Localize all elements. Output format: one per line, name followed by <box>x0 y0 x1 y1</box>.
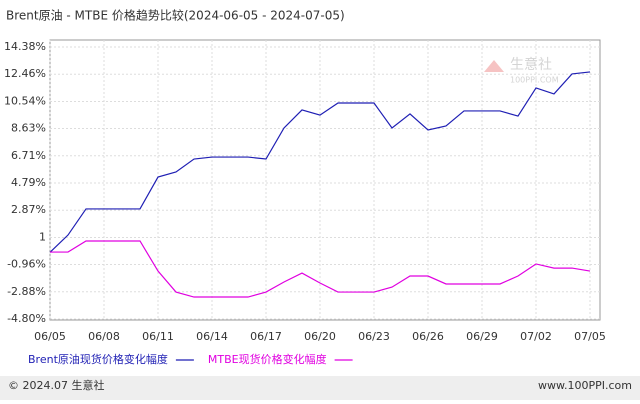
series-line <box>50 240 591 298</box>
chart-title: Brent原油 - MTBE 价格趋势比较(2024-06-05 - 2024-… <box>6 8 345 23</box>
y-tick-label: 2.87% <box>11 203 46 216</box>
legend-label: Brent原油现货价格变化幅度 <box>28 352 168 366</box>
plot-frame <box>49 39 601 321</box>
x-tick-label: 06/17 <box>250 330 282 343</box>
x-tick-label: 06/26 <box>412 330 444 343</box>
watermark-icon <box>484 60 504 72</box>
y-tick-label: 8.63% <box>11 122 46 135</box>
watermark-text: 生意社 <box>510 56 552 73</box>
footer-left: © 2024.07 生意社 <box>8 378 104 392</box>
y-tick-label: 14.38% <box>4 40 46 53</box>
x-tick-label: 06/05 <box>34 330 66 343</box>
y-tick-label: 10.54% <box>4 94 46 107</box>
x-tick-label: 07/05 <box>574 330 606 343</box>
x-tick-label: 06/20 <box>304 330 336 343</box>
footer-bar <box>0 376 640 400</box>
y-tick-label: 6.71% <box>11 149 46 162</box>
watermark-text: 100PPI.COM <box>510 76 559 85</box>
legend-label: MTBE现货价格变化幅度 <box>208 352 327 366</box>
x-tick-label: 07/02 <box>520 330 552 343</box>
x-tick-label: 06/14 <box>196 330 228 343</box>
watermark: 生意社 100PPI.COM <box>484 56 559 85</box>
y-tick-label: -0.96% <box>7 258 46 271</box>
x-tick-label: 06/29 <box>466 330 498 343</box>
series-line <box>49 71 591 253</box>
x-tick-label: 06/08 <box>88 330 120 343</box>
y-tick-label: 4.79% <box>11 176 46 189</box>
x-tick-label: 06/11 <box>142 330 174 343</box>
x-tick-label: 06/23 <box>358 330 390 343</box>
y-tick-label: 1 <box>39 230 46 243</box>
y-tick-label: -4.80% <box>7 312 46 325</box>
y-tick-label: 12.46% <box>4 67 46 80</box>
footer-right: www.100PPI.com <box>538 379 632 392</box>
y-tick-label: -2.88% <box>7 285 46 298</box>
